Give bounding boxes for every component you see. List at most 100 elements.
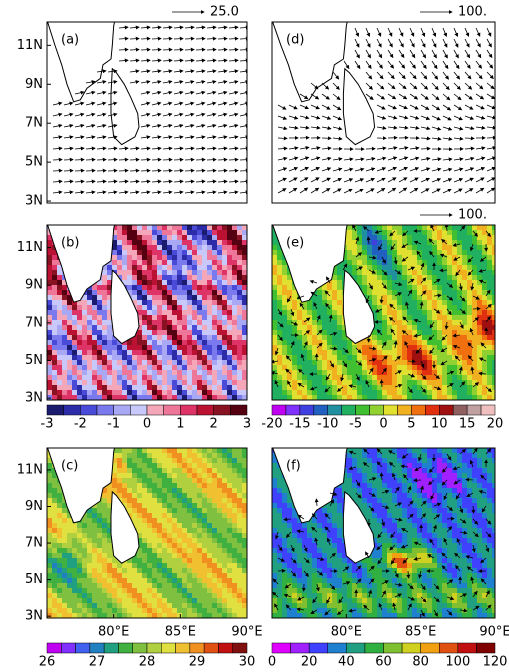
colorbar-swatch [147,643,161,653]
field-cell [452,390,458,396]
field-cell [407,270,413,276]
field-cell [407,350,413,356]
field-cell [277,265,283,271]
field-cell [237,385,243,391]
field-cell [207,310,213,316]
field-cell [192,245,198,251]
y-tick-label: 5N [25,572,43,587]
wind-vector [487,50,492,58]
field-cell [227,448,233,454]
field-cell [192,375,198,381]
field-cell [417,225,423,231]
wind-vector [86,92,95,94]
y-tick-label: 11N [17,38,43,53]
colorbar-tick-label: 2 [210,417,218,432]
field-cell [397,375,403,381]
field-cell [192,463,198,469]
wind-vector [152,103,161,105]
wind-vector [207,81,216,83]
field-cell [187,245,193,251]
wind-vector [130,181,139,182]
field-cell [82,568,88,574]
field-cell [167,528,173,534]
field-cell [92,523,98,529]
field-cell [177,365,183,371]
field-cell [162,340,168,346]
field-cell [102,275,108,281]
field-cell [167,225,173,231]
field-cell [157,583,163,589]
field-cell [327,365,333,371]
field-cell [87,513,93,519]
field-cell [207,568,213,574]
field-cell [187,603,193,609]
wind-vector [388,127,397,128]
field-cell [102,305,108,311]
field-cell [222,463,228,469]
field-cell [117,270,123,276]
field-cell [67,553,73,559]
field-cell [157,295,163,301]
field-cell [197,583,203,589]
field-cell [92,295,98,301]
field-cell [222,538,228,544]
field-cell [347,360,353,366]
field-cell [372,375,378,381]
field-cell [67,320,73,326]
field-cell [207,370,213,376]
field-cell [477,225,483,231]
field-cell [207,598,213,604]
field-cell [177,290,183,296]
field-cell [172,583,178,589]
wind-vector [311,158,320,161]
field-cell [52,603,58,609]
wind-vector [421,83,428,89]
field-cell [152,245,158,251]
field-cell [152,270,158,276]
field-cell [57,345,63,351]
field-cell [432,390,438,396]
colorbar-swatch [104,643,118,653]
wind-vector [130,192,139,193]
field-cell [187,543,193,549]
wind-vector [163,39,172,40]
field-cell [182,390,188,396]
field-cell [142,453,148,459]
wind-vector [432,72,438,79]
field-cell [237,568,243,574]
field-cell [202,538,208,544]
field-cell [77,558,83,564]
wind-vector [366,158,375,160]
field-cell [282,265,288,271]
field-cell [47,250,53,256]
field-cell [277,355,283,361]
wind-vector [410,39,414,47]
field-cell [322,285,328,291]
field-cell [227,230,233,236]
field-cell [102,350,108,356]
field-cell [217,305,223,311]
wind-vector [185,39,194,40]
field-cell [462,290,468,296]
field-cell [172,290,178,296]
colorbar-swatch [97,405,114,415]
field-cell [157,513,163,519]
field-cell [197,250,203,256]
field-cell [462,350,468,356]
wind-vector [163,171,172,172]
field-cell [57,340,63,346]
field-cell [47,280,53,286]
wind-vector [152,171,161,172]
field-cell [172,360,178,366]
field-cell [57,385,63,391]
field-cell [337,370,343,376]
field-cell [142,225,148,231]
field-cell [237,245,243,251]
field-cell [432,270,438,276]
field-cell [427,290,433,296]
field-cell [52,355,58,361]
wind-vector [163,71,172,72]
field-cell [377,345,383,351]
field-cell [477,355,483,361]
field-cell [217,528,223,534]
